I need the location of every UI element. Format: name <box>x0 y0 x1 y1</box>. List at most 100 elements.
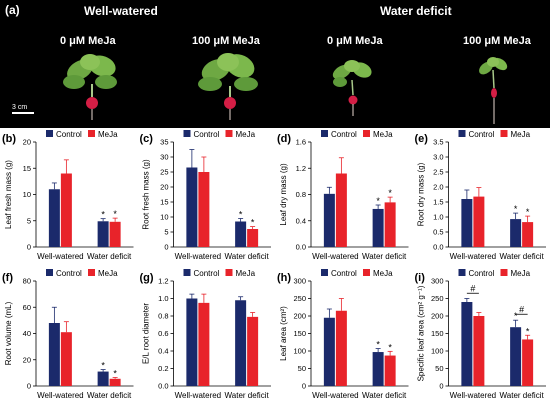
chart-panel-2: (d) Control MeJa 0.0 0.4 0.8 1.2 1.6 Leaf dry ma… <box>277 130 409 261</box>
x-tick-label: Water deficit <box>87 391 132 400</box>
x-tick-label: Water deficit <box>362 252 407 261</box>
y-tick-label: 10 <box>160 213 168 222</box>
significance-mark: * <box>251 218 255 228</box>
y-tick-label: 1.0 <box>158 294 168 303</box>
panel-label: (i) <box>415 272 426 284</box>
legend-label-0: Control <box>56 130 82 139</box>
panel-label: (d) <box>277 133 291 145</box>
y-tick-label: 150 <box>431 329 444 338</box>
y-tick-label: 40 <box>23 329 31 338</box>
legend-swatch-1 <box>500 130 508 137</box>
legend-swatch-1 <box>88 269 95 276</box>
y-tick-label: 15 <box>23 164 31 173</box>
y-tick-label: 1.2 <box>296 164 306 173</box>
y-tick-label: 0.0 <box>158 382 168 391</box>
pair-mark: # <box>519 304 524 314</box>
y-tick-label: 60 <box>23 303 31 312</box>
legend-swatch-1 <box>225 130 233 137</box>
significance-mark: * <box>101 210 105 220</box>
significance-mark: * <box>388 188 392 198</box>
bar-meja-0 <box>198 172 210 247</box>
legend-label-0: Control <box>331 269 357 278</box>
legend-label-0: Control <box>194 130 220 139</box>
y-tick-label: 20 <box>160 183 168 192</box>
bar-control-1 <box>510 327 522 386</box>
bar-meja-1 <box>247 316 259 386</box>
bar-control-1 <box>372 352 384 386</box>
plant-3 <box>332 60 372 116</box>
y-tick-label: 0.0 <box>433 243 443 252</box>
panel-label: (h) <box>277 272 291 284</box>
y-tick-label: 250 <box>431 294 444 303</box>
y-tick-label: 20 <box>23 355 31 364</box>
y-tick-label: 1.6 <box>296 138 306 147</box>
y-tick-label: 1.2 <box>158 277 168 286</box>
bar-meja-0 <box>198 302 210 386</box>
chart-panel-1: (c) Control MeJa 0 5 10 15 20 25 30 35 Root fresh m… <box>140 130 271 261</box>
y-tick-label: 10 <box>23 190 31 199</box>
plant-photo-panel: (a) Well-watered Water deficit 0 μM MeJa… <box>0 0 550 128</box>
bar-control-1 <box>372 208 384 247</box>
legend-swatch-1 <box>500 269 508 276</box>
y-tick-label: 1.5 <box>433 198 443 207</box>
condition-label-well-watered: Well-watered <box>84 4 158 18</box>
y-tick-label: 0 <box>302 382 306 391</box>
legend-label-0: Control <box>469 269 495 278</box>
legend-label-1: MeJa <box>373 130 393 139</box>
bar-control-0 <box>186 298 198 386</box>
bar-meja-1 <box>522 222 534 247</box>
panel-label-a: (a) <box>5 3 20 17</box>
panel-label: (e) <box>415 133 429 145</box>
legend-swatch-0 <box>183 130 191 137</box>
x-tick-label: Water deficit <box>362 391 407 400</box>
panel-label: (f) <box>2 272 13 284</box>
significance-mark: * <box>526 326 530 336</box>
bar-meja-1 <box>109 221 121 247</box>
legend-label-0: Control <box>331 130 357 139</box>
y-tick-label: 1.0 <box>433 213 443 222</box>
bar-chart-grid: (b) Control MeJa 0 5 10 15 20 Leaf fresh mass (g… <box>2 130 546 400</box>
y-tick-label: 0.4 <box>158 347 168 356</box>
legend-swatch-0 <box>321 269 328 276</box>
chart-panel-5: (g) Control MeJa 0.0 0.2 0.4 0.6 0.8 1.0 1.2 E/L r… <box>140 269 271 400</box>
y-tick-label: 200 <box>293 312 306 321</box>
treatment-label-2: 100 μM MeJa <box>192 35 261 47</box>
y-tick-label: 0 <box>439 382 443 391</box>
y-tick-label: 50 <box>435 364 443 373</box>
treatment-label-3: 0 μM MeJa <box>327 35 384 47</box>
chart-panel-6: (h) Control MeJa 0 50 100 150 200 250 300 Leaf are… <box>277 269 409 400</box>
bar-meja-0 <box>473 316 485 386</box>
bar-meja-1 <box>522 339 534 386</box>
bar-control-0 <box>461 199 473 247</box>
significance-mark: * <box>239 210 243 220</box>
y-tick-label: 20 <box>23 138 31 147</box>
bar-control-0 <box>48 189 60 247</box>
legend-label-1: MeJa <box>236 269 256 278</box>
x-tick-label: Well-watered <box>450 252 497 261</box>
treatment-label-1: 0 μM MeJa <box>60 35 117 47</box>
significance-mark: * <box>113 368 117 378</box>
plant-4 <box>479 57 508 124</box>
panel-label: (c) <box>140 133 154 145</box>
legend-swatch-1 <box>363 130 370 137</box>
legend-label-1: MeJa <box>373 269 393 278</box>
legend-swatch-0 <box>458 130 466 137</box>
y-tick-label: 0.6 <box>158 329 168 338</box>
x-tick-label: Well-watered <box>312 391 359 400</box>
y-axis-label: Leaf dry mass (g) <box>279 163 288 226</box>
y-tick-label: 3.5 <box>433 138 443 147</box>
bar-control-1 <box>510 219 522 247</box>
significance-mark: * <box>101 361 105 371</box>
y-tick-label: 0 <box>27 243 31 252</box>
y-tick-label: 0.5 <box>433 228 443 237</box>
legend-label-0: Control <box>56 269 82 278</box>
y-tick-label: 300 <box>431 277 444 286</box>
x-tick-label: Water deficit <box>500 391 545 400</box>
bar-control-1 <box>97 221 109 247</box>
y-tick-label: 0 <box>164 243 168 252</box>
bar-meja-0 <box>60 173 72 247</box>
y-tick-label: 2.0 <box>433 183 443 192</box>
y-tick-label: 30 <box>160 153 168 162</box>
chart-panel-7: (i) Control MeJa 0 50 100 150 200 250 300 Specific… <box>415 269 546 400</box>
